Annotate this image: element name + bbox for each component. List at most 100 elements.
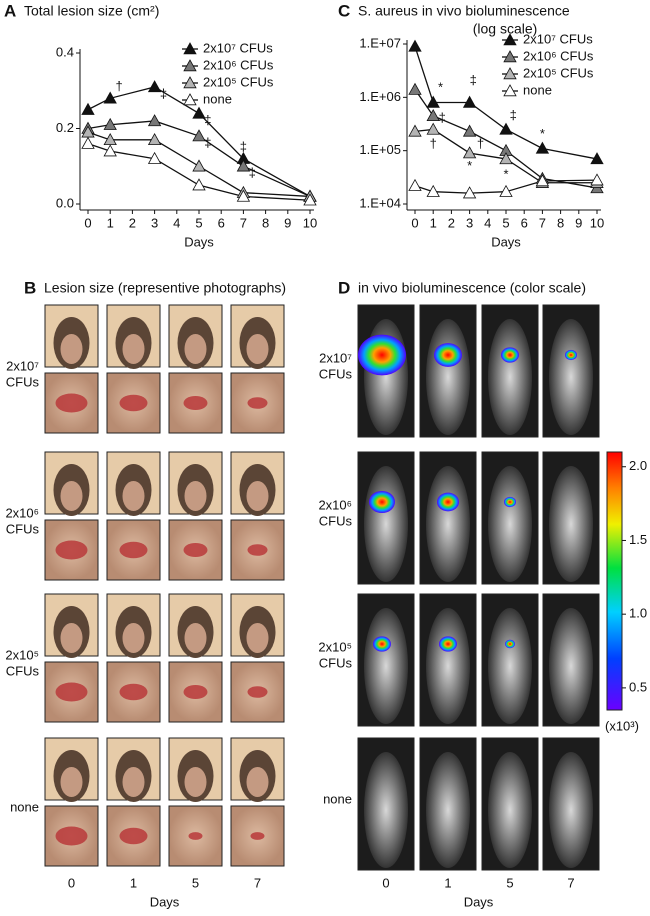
signal [373,636,391,652]
data-point [303,193,317,206]
panel-title: in vivo bioluminescence (color scale) [358,280,586,296]
row-label: CFUs [6,663,40,678]
row-label: CFUs [6,374,40,389]
signal [437,492,459,512]
lesion [55,540,88,560]
annotation: ‡ [439,110,446,125]
data-point [426,109,440,122]
x-tick-label: 7 [240,215,247,230]
signal [505,639,515,649]
y-tick-label: 0.0 [56,195,74,210]
mouse-back [184,334,207,364]
x-axis-label: Days [491,234,521,249]
data-point [103,91,117,104]
lesion [55,826,88,846]
series-line [87,142,311,201]
data-point [408,82,422,95]
data-point [192,129,206,142]
mouse-back [122,481,145,511]
data-point [499,184,513,197]
colorbar-tick-label: 0.5 [629,679,647,694]
column-label: 7 [567,875,574,890]
lesion [250,832,265,840]
panel-letter: A [4,1,16,20]
data-point [81,136,95,149]
lesion [119,541,148,559]
legend-marker [503,33,517,46]
x-tick-label: 2 [129,215,136,230]
legend-label: 2x10⁷ CFUs [203,40,273,55]
panel-letter: C [338,1,350,20]
data-point [462,186,477,199]
signal [369,490,395,514]
column-label: 5 [192,875,199,890]
series-line [414,46,598,160]
data-point [462,95,477,108]
lesion [119,827,148,845]
annotation: * [503,166,508,181]
x-tick-label: 3 [466,215,473,230]
lesion [55,393,88,413]
data-point [103,144,117,157]
signal [434,343,462,367]
colorbar-tick-label: 1.5 [629,532,647,547]
mouse [488,466,532,582]
mouse [549,608,593,724]
annotation: ‡ [470,73,477,88]
column-label: 1 [444,875,451,890]
data-point [103,117,117,130]
lesion [247,544,268,556]
chart-subtitle: (log scale) [473,21,538,37]
lesion [183,685,208,699]
mouse-back [246,334,269,364]
y-tick-label: 1.E+04 [359,195,401,210]
x-tick-label: 8 [557,215,564,230]
data-point [462,124,477,137]
annotation: * [540,126,545,141]
mouse-back [60,481,83,511]
row-label: 2x10⁶ [5,505,39,520]
row-label: none [323,791,352,806]
lesion [119,394,148,412]
column-label: 7 [254,875,261,890]
signal [358,334,406,376]
mouse-back [122,334,145,364]
data-point [147,80,162,93]
lesion [119,683,148,701]
panel-letter: D [338,278,350,297]
row-label: 2x10⁷ [319,350,352,365]
x-tick-label: 5 [502,215,509,230]
mouse [426,466,470,582]
x-tick-label: 10 [590,215,604,230]
x-tick-label: 4 [484,215,491,230]
annotation: † [477,136,484,151]
legend-marker [503,50,517,63]
row-label: 2x10⁷ [6,358,39,373]
mouse [426,608,470,724]
legend-label: none [203,91,232,106]
annotation: ‡ [510,107,517,122]
x-axis-label: Days [464,894,494,909]
mouse-back [246,767,269,797]
chart-title: Total lesion size (cm²) [24,3,159,19]
lesion [183,396,208,410]
legend-marker [503,84,517,97]
legend-marker [503,67,517,80]
mouse [364,466,408,582]
data-point [192,178,206,191]
mouse [488,752,532,868]
legend-marker [183,42,197,55]
x-tick-label: 8 [262,215,269,230]
annotation: ‡ [204,112,211,127]
legend-marker [183,59,197,72]
chart-title: S. aureus in vivo bioluminescence [358,3,570,19]
y-tick-label: 1.E+07 [359,35,401,50]
mouse [549,752,593,868]
data-point [408,124,422,137]
data-point [236,189,251,202]
lesion [247,397,268,409]
mouse-back [246,623,269,653]
colorbar [606,451,623,711]
data-point [147,114,162,127]
